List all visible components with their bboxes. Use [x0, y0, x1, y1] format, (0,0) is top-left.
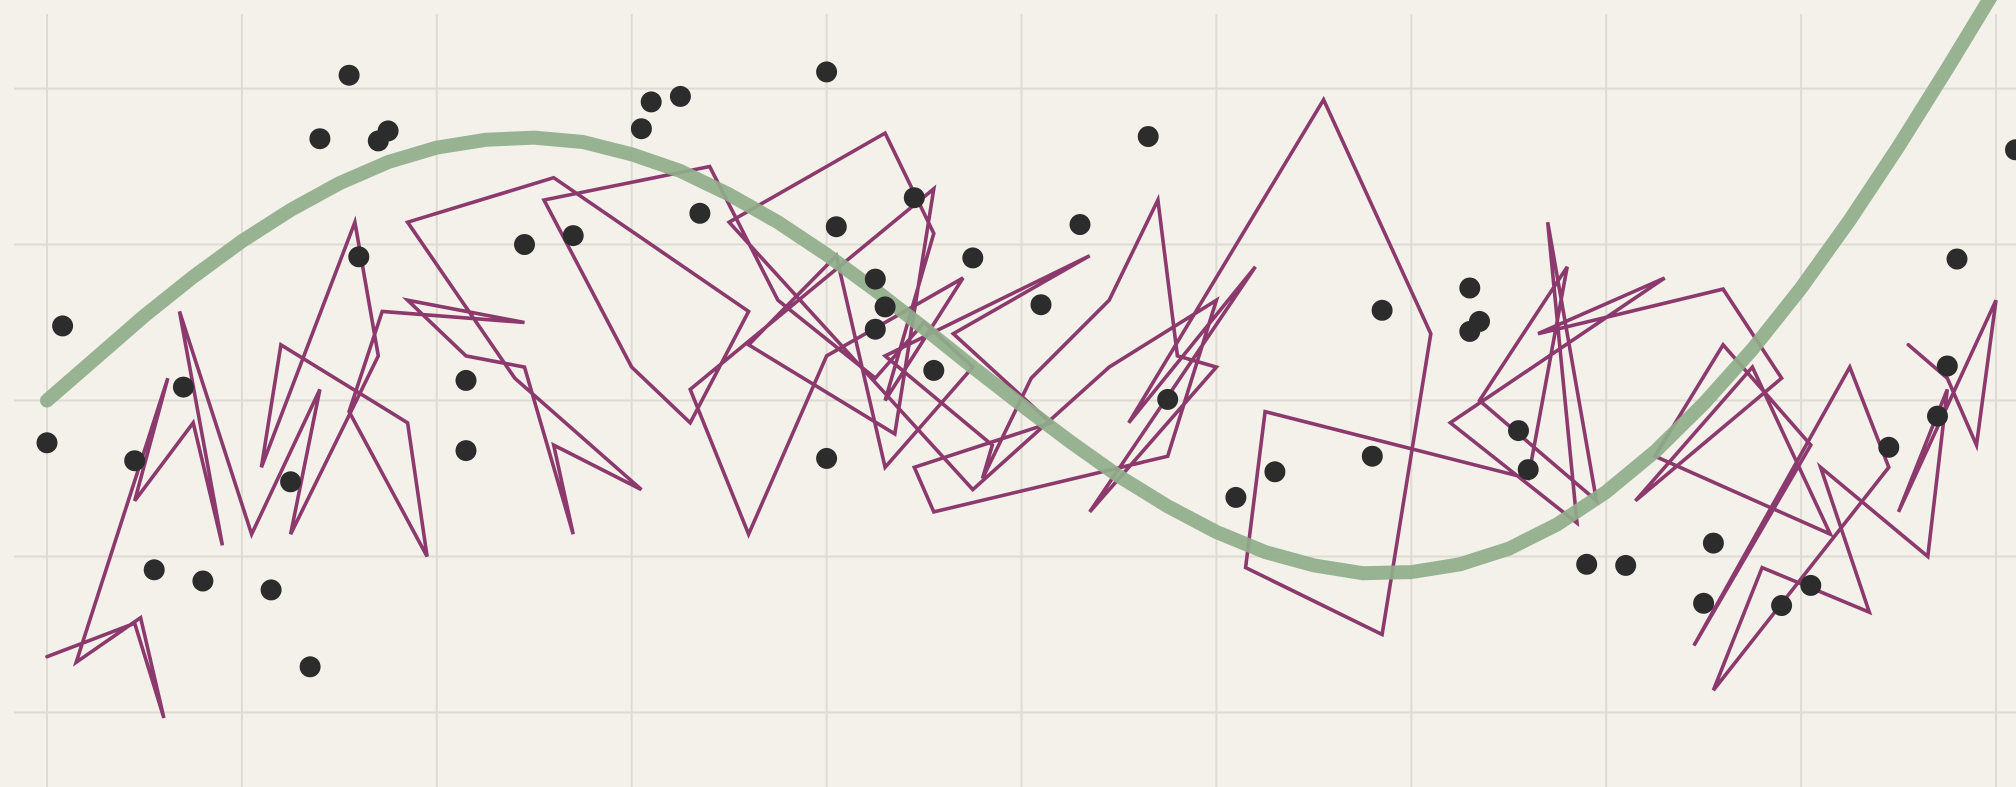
scatter-point: [514, 234, 535, 255]
scatter-point: [640, 91, 662, 113]
scatter-point: [562, 225, 584, 247]
scatter-point: [1800, 574, 1822, 596]
scatter-point: [923, 359, 945, 381]
scatter-point: [1264, 461, 1286, 483]
scatter-point: [864, 318, 886, 340]
scatter-point: [280, 471, 302, 493]
series-zigzag-line: [45, 95, 1998, 719]
scatter-point: [1508, 420, 1529, 442]
scatter-point: [299, 656, 321, 678]
scatter-point: [1517, 459, 1539, 481]
scatter-point: [1615, 554, 1637, 576]
scatter-point: [825, 216, 847, 238]
scatter-point: [1371, 299, 1393, 321]
scatter-point: [1469, 310, 1490, 332]
scatter-point: [2005, 139, 2016, 161]
series-fit-curve: [40, 0, 1998, 581]
scatter-point: [1702, 532, 1724, 554]
scatter-point: [864, 268, 886, 290]
scatter-point: [1576, 553, 1598, 575]
scatter-point: [52, 315, 74, 337]
scatter-point: [874, 296, 896, 318]
scatter-point: [172, 376, 194, 398]
scatter-point: [377, 120, 399, 142]
scatter-point: [1225, 486, 1247, 508]
scatter-point: [1361, 445, 1383, 467]
scatter-point: [124, 450, 146, 472]
plot-area: [36, 0, 2016, 719]
scatter-point: [669, 85, 691, 107]
scatter-point: [455, 369, 477, 391]
scatter-point: [816, 447, 838, 469]
scatter-point: [36, 432, 58, 454]
scatter-point: [1157, 388, 1179, 410]
scatter-point: [192, 570, 214, 592]
scatter-point: [1946, 248, 1968, 270]
scatter-point: [1030, 294, 1052, 316]
scatter-point: [1693, 592, 1715, 614]
scatter-point: [1771, 595, 1793, 616]
scatter-point: [309, 128, 331, 150]
scatter-point: [1927, 405, 1948, 427]
scatter-point: [455, 440, 477, 462]
scatter-point: [1936, 355, 1958, 377]
scatter-point: [260, 579, 282, 601]
scatter-point: [630, 118, 652, 140]
scatter-point: [348, 246, 370, 268]
scatter-point: [903, 187, 925, 209]
scatter-point: [1137, 126, 1159, 147]
scatter-point: [962, 247, 984, 269]
scatter-point: [1459, 277, 1481, 299]
scatter-point: [143, 559, 165, 581]
scatter-point: [816, 61, 838, 83]
scatter-point: [338, 64, 360, 86]
scatter-point: [1069, 214, 1091, 235]
scatter-point: [689, 202, 711, 224]
scatter-point: [1878, 436, 1900, 458]
